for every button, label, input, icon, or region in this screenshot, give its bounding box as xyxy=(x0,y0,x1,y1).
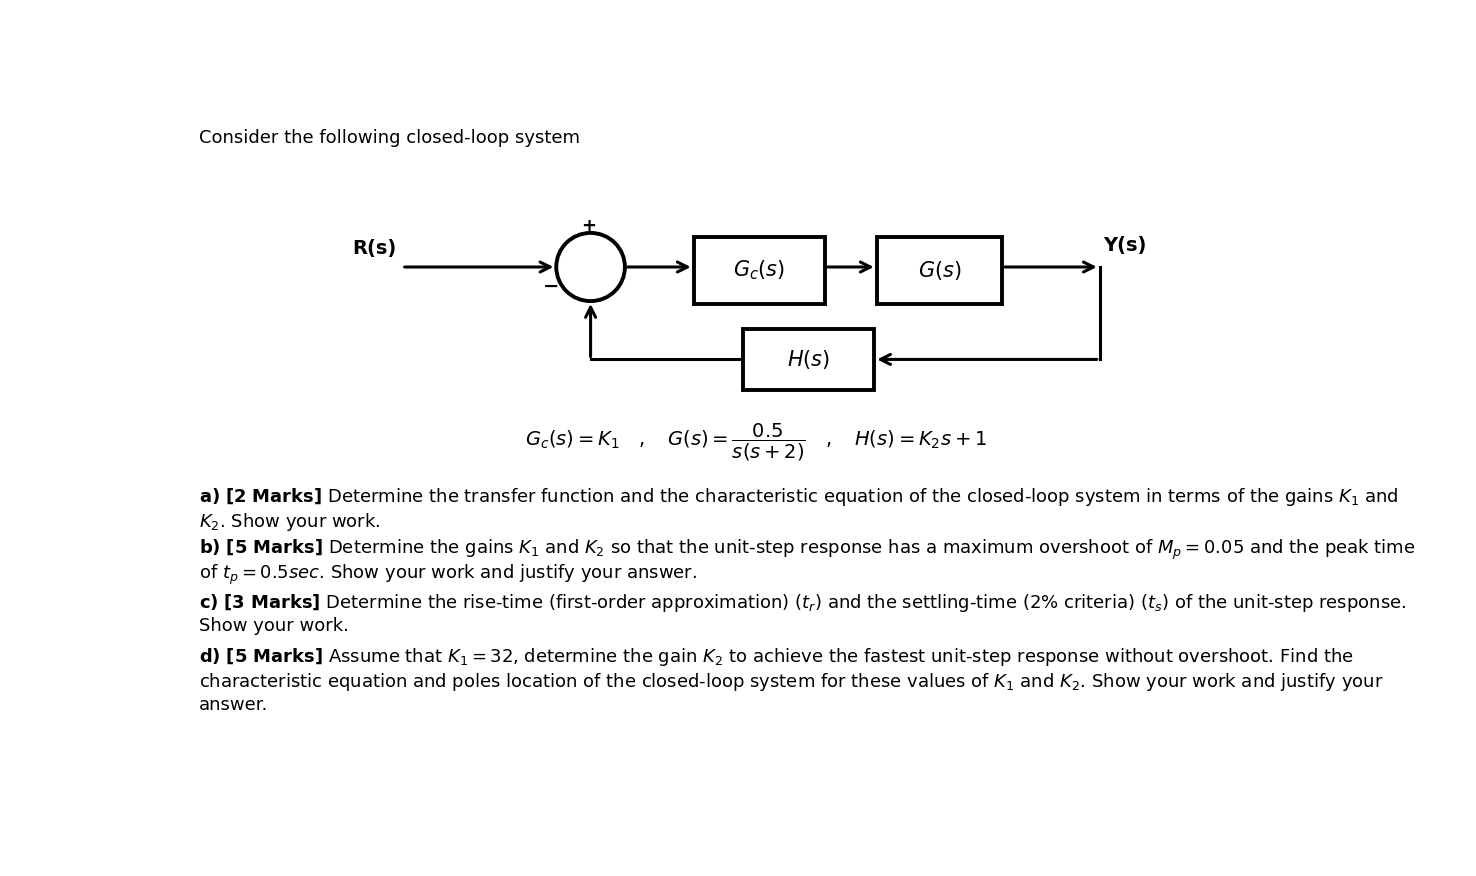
Text: answer.: answer. xyxy=(199,696,269,714)
Ellipse shape xyxy=(556,233,624,301)
Text: Y(s): Y(s) xyxy=(1103,236,1147,255)
Text: $G_c(s) = K_1$$\quad,\quad$$G(s) = \dfrac{0.5}{s(s + 2)}$$\quad,\quad$$H(s) = K_: $G_c(s) = K_1$$\quad,\quad$$G(s) = \dfra… xyxy=(525,422,987,463)
Text: Show your work.: Show your work. xyxy=(199,617,350,635)
Text: $K_2$. Show your work.: $K_2$. Show your work. xyxy=(199,512,381,533)
Bar xyxy=(877,237,1002,304)
Text: $G(s)$: $G(s)$ xyxy=(918,259,961,282)
Bar xyxy=(742,329,874,390)
Text: +: + xyxy=(582,216,596,235)
Text: $H(s)$: $H(s)$ xyxy=(787,348,830,371)
Text: −: − xyxy=(543,277,559,296)
Text: $\mathbf{c)\ [3\ Marks]}$ Determine the rise-time (first-order approximation) $(: $\mathbf{c)\ [3\ Marks]}$ Determine the … xyxy=(199,592,1407,614)
Text: Consider the following closed-loop system: Consider the following closed-loop syste… xyxy=(199,129,580,146)
Text: $\mathbf{b)\ [5\ Marks]}$ Determine the gains $K_1$ and $K_2$ so that the unit-s: $\mathbf{b)\ [5\ Marks]}$ Determine the … xyxy=(199,538,1415,562)
Text: $\mathbf{a)\ [2\ Marks]}$ Determine the transfer function and the characteristic: $\mathbf{a)\ [2\ Marks]}$ Determine the … xyxy=(199,486,1399,508)
Text: characteristic equation and poles location of the closed-loop system for these v: characteristic equation and poles locati… xyxy=(199,671,1384,693)
Text: R(s): R(s) xyxy=(351,238,396,258)
Bar xyxy=(694,237,825,304)
Text: $G_c(s)$: $G_c(s)$ xyxy=(734,258,785,282)
Text: of $t_p = 0.5sec$. Show your work and justify your answer.: of $t_p = 0.5sec$. Show your work and ju… xyxy=(199,563,697,587)
Text: $\mathbf{d)\ [5\ Marks]}$ Assume that $K_1 = 32$, determine the gain $K_2$ to ac: $\mathbf{d)\ [5\ Marks]}$ Assume that $K… xyxy=(199,646,1353,668)
